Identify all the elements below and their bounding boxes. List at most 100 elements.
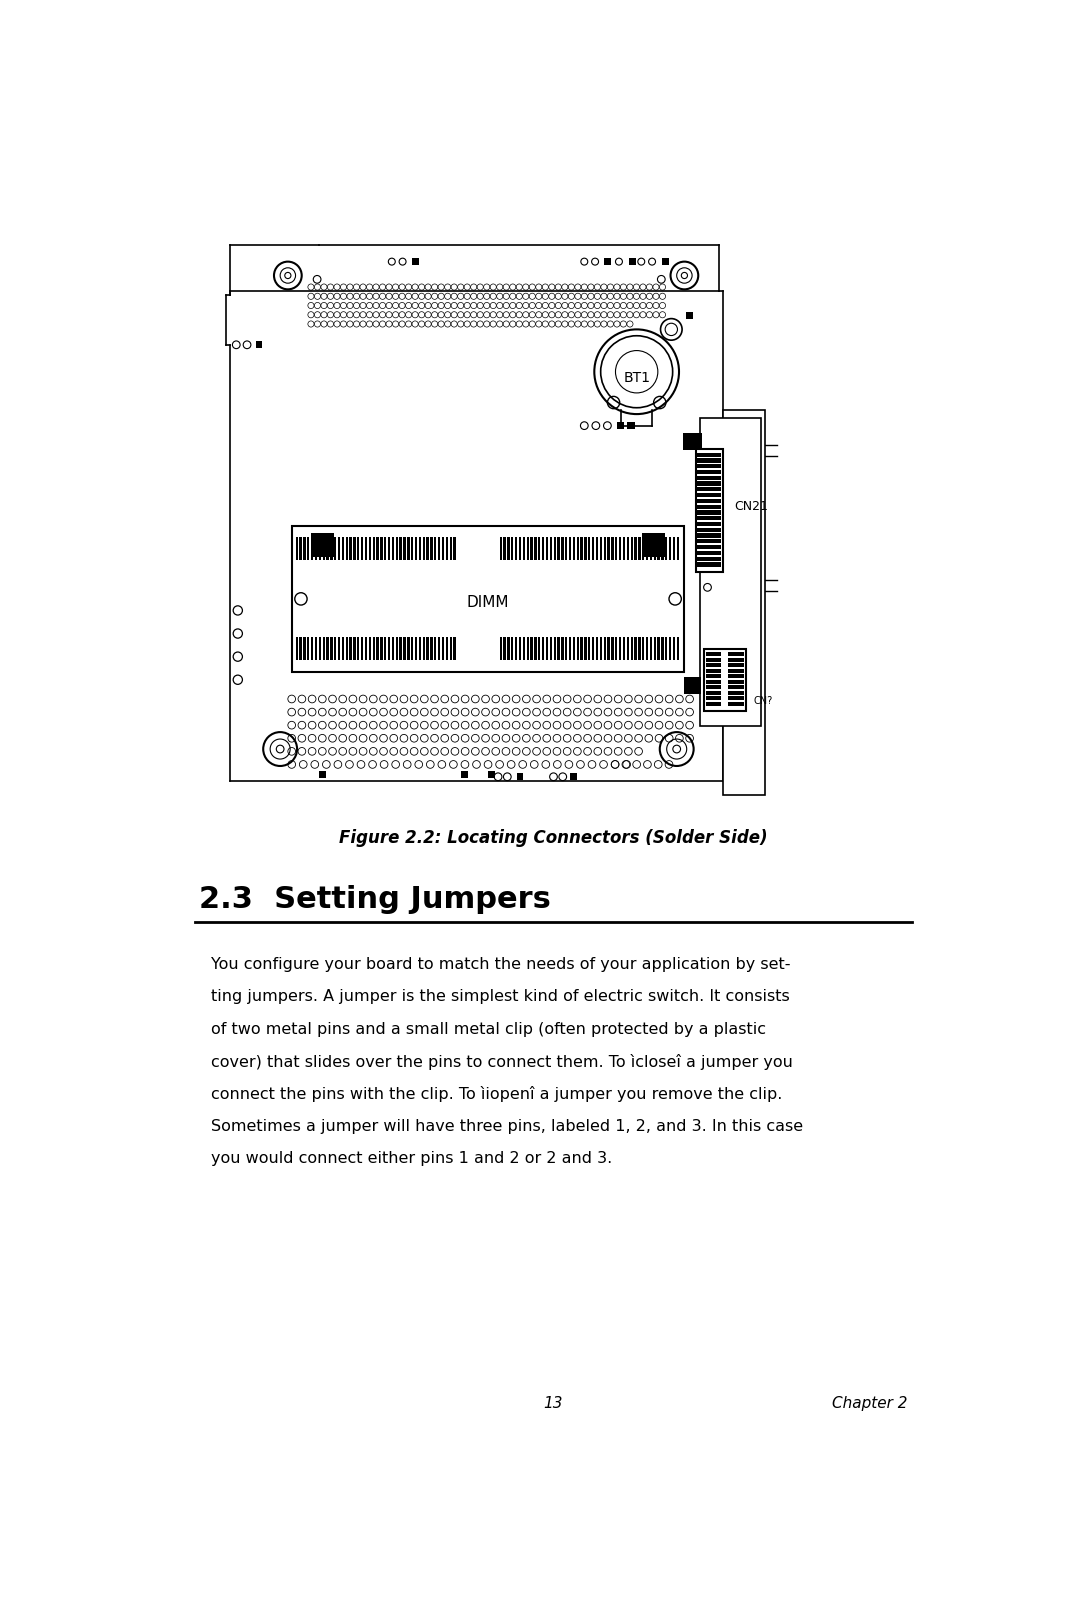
Bar — [400, 537, 402, 560]
Bar — [550, 537, 552, 560]
Bar — [696, 449, 723, 573]
Bar — [611, 537, 613, 560]
Text: ting jumpers. A jumper is the simplest kind of electric switch. It consists: ting jumpers. A jumper is the simplest k… — [211, 989, 789, 1004]
Text: CN21: CN21 — [734, 500, 768, 513]
Bar — [605, 258, 611, 264]
Text: Sometimes a jumper will have three pins, labeled 1, 2, and 3. In this case: Sometimes a jumper will have three pins,… — [211, 1119, 802, 1134]
Bar — [599, 537, 602, 560]
Bar — [323, 537, 325, 560]
Bar — [314, 537, 318, 560]
Bar — [562, 637, 564, 660]
Bar — [388, 537, 390, 560]
Bar — [642, 537, 645, 560]
Bar — [530, 537, 532, 560]
Bar — [584, 537, 586, 560]
Bar — [523, 637, 525, 660]
Bar — [400, 637, 402, 660]
Bar — [580, 637, 583, 660]
Text: 13: 13 — [543, 1397, 564, 1411]
Bar — [658, 537, 660, 560]
Bar — [706, 663, 721, 667]
Bar — [619, 537, 621, 560]
Bar — [303, 637, 306, 660]
Bar — [698, 493, 721, 498]
Bar — [365, 637, 367, 660]
Bar — [698, 556, 721, 561]
Bar — [661, 637, 663, 660]
Bar — [661, 537, 663, 560]
Bar — [565, 537, 567, 560]
Bar — [698, 516, 721, 521]
Bar — [353, 537, 355, 560]
Bar — [698, 459, 721, 462]
Bar — [449, 537, 451, 560]
Bar — [392, 637, 394, 660]
Bar — [311, 637, 313, 660]
Bar — [629, 258, 636, 264]
Bar — [538, 637, 540, 660]
Bar — [368, 537, 372, 560]
Bar — [623, 537, 625, 560]
Bar — [380, 637, 382, 660]
Bar — [669, 537, 672, 560]
Bar — [584, 637, 586, 660]
Text: you would connect either pins 1 and 2 or 2 and 3.: you would connect either pins 1 and 2 or… — [211, 1152, 612, 1166]
Bar — [728, 702, 744, 706]
Bar — [665, 637, 667, 660]
Bar — [392, 537, 394, 560]
Bar — [395, 537, 397, 560]
Bar — [326, 537, 328, 560]
Bar — [361, 537, 363, 560]
Bar — [422, 537, 424, 560]
Bar — [527, 637, 529, 660]
Bar — [650, 537, 652, 560]
Bar — [326, 637, 328, 660]
Bar — [427, 637, 429, 660]
Bar — [728, 684, 744, 689]
Text: 2.3  Setting Jumpers: 2.3 Setting Jumpers — [200, 884, 551, 913]
Bar — [350, 537, 352, 560]
Bar — [508, 637, 510, 660]
Bar — [411, 537, 414, 560]
Bar — [665, 537, 667, 560]
Bar — [296, 537, 298, 560]
Bar — [569, 637, 571, 660]
Bar — [319, 537, 321, 560]
Bar — [698, 504, 721, 509]
Bar — [330, 637, 333, 660]
Bar — [508, 537, 510, 560]
Bar — [427, 537, 429, 560]
Bar — [511, 637, 513, 660]
Bar — [706, 702, 721, 706]
Bar — [704, 649, 746, 710]
Bar — [311, 537, 313, 560]
Bar — [516, 774, 524, 780]
Bar — [361, 637, 363, 660]
Bar — [611, 637, 613, 660]
Bar — [706, 675, 721, 678]
Bar — [626, 637, 629, 660]
Bar — [728, 668, 744, 673]
Bar — [338, 537, 340, 560]
Bar — [346, 637, 348, 660]
Bar — [642, 637, 645, 660]
Bar — [677, 537, 679, 560]
Text: DIMM: DIMM — [467, 595, 510, 610]
Bar — [577, 537, 579, 560]
Bar — [503, 537, 505, 560]
Bar — [706, 696, 721, 701]
Bar — [415, 637, 417, 660]
Bar — [617, 422, 624, 430]
Bar — [592, 637, 594, 660]
Bar — [403, 537, 406, 560]
Text: cover) that slides over the pins to connect them. To ìcloseî a jumper you: cover) that slides over the pins to conn… — [211, 1054, 793, 1071]
Bar — [626, 537, 629, 560]
Bar — [673, 637, 675, 660]
Bar — [511, 537, 513, 560]
Bar — [438, 637, 441, 660]
Bar — [296, 637, 298, 660]
Bar — [604, 537, 606, 560]
Bar — [338, 637, 340, 660]
Bar — [698, 545, 721, 550]
Bar — [623, 637, 625, 660]
